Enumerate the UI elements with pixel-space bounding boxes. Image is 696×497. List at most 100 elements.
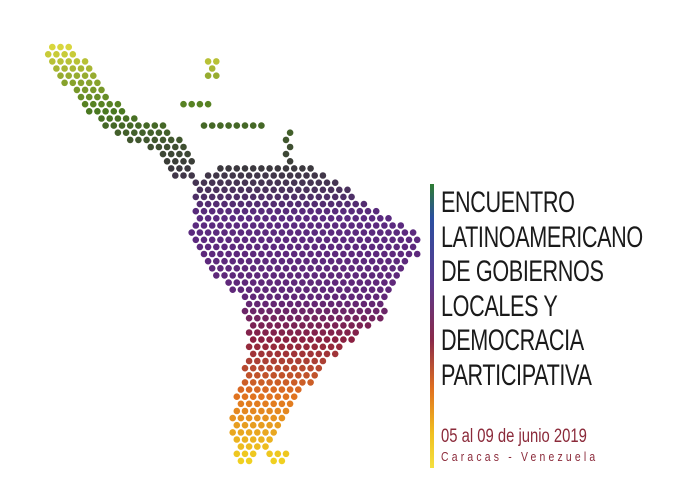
map-dot — [229, 200, 236, 208]
map-dot — [323, 193, 331, 201]
map-dot — [381, 222, 388, 229]
map-dot — [278, 386, 286, 393]
map-dot — [266, 165, 273, 172]
map-dot — [303, 343, 310, 351]
map-dot — [352, 314, 360, 322]
map-dot — [270, 357, 278, 365]
map-dot — [303, 357, 310, 365]
map-dot — [295, 172, 302, 179]
map-dot — [200, 236, 208, 244]
map-dot — [57, 72, 64, 79]
map-dot — [274, 193, 282, 201]
map-dot — [278, 457, 286, 465]
map-dot — [372, 222, 380, 229]
map-dot — [266, 179, 273, 186]
map-dot — [278, 314, 286, 322]
title-line: LATINOAMERICANO — [441, 220, 643, 254]
map-dot — [311, 343, 319, 351]
map-dot — [233, 279, 241, 286]
map-dot — [192, 207, 200, 215]
map-dot — [282, 236, 290, 244]
map-dot — [303, 372, 310, 379]
map-dot — [278, 343, 286, 351]
map-dot — [307, 250, 314, 258]
map-dot — [135, 122, 142, 129]
map-dot — [258, 364, 265, 372]
map-dot — [282, 450, 290, 458]
map-dot — [241, 307, 249, 315]
map-dot — [282, 293, 290, 301]
map-dot — [290, 165, 298, 172]
map-dot — [352, 215, 360, 222]
map-dot — [262, 443, 269, 450]
map-dot — [315, 307, 323, 315]
map-dot — [299, 222, 306, 229]
map-dot — [233, 407, 241, 415]
map-dot — [200, 222, 208, 229]
map-dot — [364, 279, 372, 286]
map-dot — [270, 272, 278, 279]
map-dot — [49, 58, 56, 65]
map-dot — [241, 236, 249, 244]
map-dot — [364, 250, 372, 258]
map-dot — [323, 236, 331, 244]
map-dot — [188, 229, 195, 236]
map-dot — [319, 286, 327, 294]
map-dot — [65, 72, 72, 79]
map-dot — [274, 307, 282, 315]
map-dot — [241, 379, 249, 386]
map-dot — [344, 329, 351, 336]
map-dot — [258, 421, 265, 429]
map-dot — [278, 414, 286, 422]
map-dot — [377, 215, 384, 222]
map-dot — [237, 229, 245, 236]
map-dot — [90, 72, 97, 79]
map-dot — [225, 179, 232, 186]
map-dot — [147, 129, 154, 136]
map-dot — [172, 158, 179, 165]
map-dot — [270, 343, 278, 351]
map-dot — [295, 329, 302, 336]
map-dot — [249, 165, 257, 172]
map-dot — [331, 307, 339, 315]
map-dot — [352, 300, 360, 308]
map-dot — [245, 186, 253, 194]
map-dot — [266, 364, 273, 372]
map-dot — [262, 400, 269, 408]
map-dot — [307, 279, 314, 286]
map-dot — [393, 272, 401, 279]
map-dot — [282, 136, 290, 144]
map-dot — [286, 300, 294, 308]
map-dot — [102, 93, 109, 101]
map-dot — [315, 322, 323, 329]
map-dot — [282, 193, 290, 201]
map-dot — [245, 286, 253, 294]
map-dot — [270, 215, 278, 222]
map-dot — [262, 257, 269, 265]
map-dot — [213, 72, 220, 79]
map-dot — [241, 165, 249, 172]
map-dot — [360, 229, 368, 236]
map-dot — [221, 215, 228, 222]
map-dot — [360, 257, 368, 265]
map-dot — [188, 172, 195, 179]
map-dot — [299, 265, 306, 272]
map-dot — [286, 143, 294, 151]
map-dot — [372, 307, 380, 315]
map-dot — [282, 165, 290, 172]
map-dot — [122, 115, 130, 122]
map-dot — [331, 322, 339, 329]
map-dot — [258, 393, 265, 401]
map-dot — [393, 243, 401, 251]
map-dot — [81, 72, 89, 79]
map-dot — [69, 65, 77, 72]
map-dot — [344, 272, 351, 279]
map-dot — [200, 179, 208, 186]
map-dot — [336, 200, 343, 208]
map-dot — [372, 293, 380, 301]
map-dot — [356, 293, 364, 301]
map-dot — [393, 257, 401, 265]
map-dot — [262, 286, 269, 294]
map-dot — [225, 250, 232, 258]
map-dot — [299, 279, 306, 286]
